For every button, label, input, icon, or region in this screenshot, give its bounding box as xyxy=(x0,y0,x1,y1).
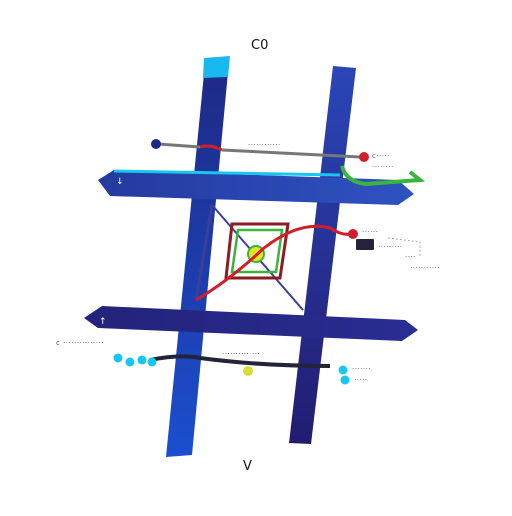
top-track-callout: ············ xyxy=(248,141,281,149)
red-route-segment-top xyxy=(199,144,223,152)
grey-route-right xyxy=(221,148,361,159)
mid-callout-1: ········· xyxy=(378,243,403,251)
green-connector xyxy=(340,165,426,187)
left-track-cyan-top xyxy=(203,56,230,78)
cyan-callout-1: ······· xyxy=(352,365,372,373)
cyan-callout-2: ····· xyxy=(354,376,368,384)
red-route-end-node xyxy=(348,229,358,239)
cyan-node-3 xyxy=(137,355,147,365)
top-horizontal-track xyxy=(98,170,414,205)
mid-callout-3: ··········· xyxy=(410,264,440,272)
bottom-track-arrow-icon: ↑ xyxy=(99,317,107,327)
cyan-node-1 xyxy=(113,353,123,363)
route-end-node-red xyxy=(359,152,369,162)
navy-route-bottom xyxy=(149,354,331,368)
left-callout: c ··············· xyxy=(56,339,104,347)
green-callout: ········ xyxy=(372,163,394,171)
diagonal-link-left xyxy=(194,204,214,301)
red-top-callout: c····· xyxy=(372,152,390,160)
bottom-horizontal-track xyxy=(84,306,418,341)
top-track-arrow-icon: ↓ xyxy=(116,177,124,187)
left-vertical-track xyxy=(166,72,228,457)
grey-route-left xyxy=(157,142,201,149)
route-start-node xyxy=(151,139,161,149)
yellow-node xyxy=(243,366,253,376)
callout-leader xyxy=(387,237,421,258)
callout-swatch xyxy=(356,239,374,250)
top-label: C0 xyxy=(251,38,269,53)
red-route-diagonal xyxy=(195,224,353,302)
cyan-node-5 xyxy=(338,365,348,375)
center-callout: ·········· ··· xyxy=(222,350,261,358)
cyan-node-4 xyxy=(147,357,157,367)
top-track-cyan-edge xyxy=(113,169,341,177)
mid-callout-2: ···· xyxy=(405,253,416,261)
bottom-label: V xyxy=(243,459,252,474)
cyan-node-6 xyxy=(340,375,350,385)
cyan-node-2 xyxy=(125,357,135,367)
center-switch-inner xyxy=(230,228,284,274)
red-mid-callout: ······ xyxy=(362,228,379,236)
center-switch-frame xyxy=(224,222,290,280)
right-vertical-track xyxy=(289,66,356,444)
